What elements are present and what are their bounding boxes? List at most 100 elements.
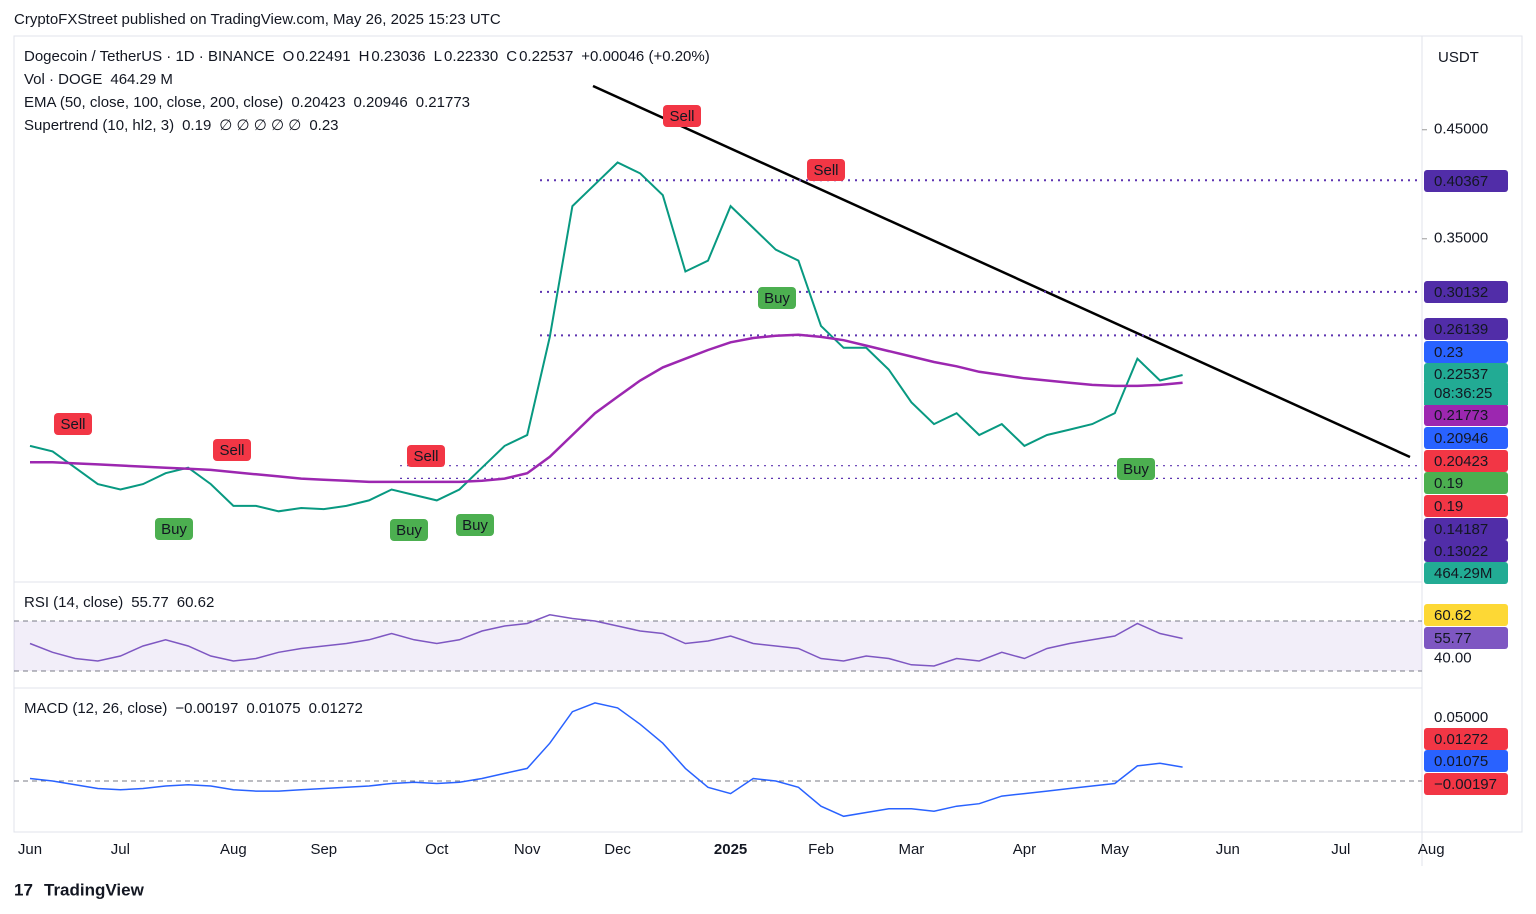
x-tick-label: Jun [18, 841, 42, 858]
countdown: 08:36:25 [1434, 385, 1492, 402]
axis-badge [1424, 404, 1508, 426]
axis-badge [1424, 627, 1508, 649]
legend-text: O [283, 48, 295, 65]
legend-text: L [434, 48, 442, 65]
legend-text: 0.19 [182, 117, 211, 134]
macd-legend: MACD (12, 26, close) [24, 700, 167, 717]
legend-text: Vol · DOGE [24, 71, 102, 88]
signal-badge [1117, 458, 1155, 480]
axis-badge-label: 0.01272 [1434, 731, 1488, 748]
price-line [30, 333, 1183, 484]
signal-label: Buy [462, 517, 488, 534]
x-tick-label: Sep [310, 841, 337, 858]
signal-badge [663, 105, 701, 127]
rsi-legend: 55.77 [131, 594, 169, 611]
rsi-legend: RSI (14, close) [24, 594, 123, 611]
axis-badge [1424, 750, 1508, 772]
macd-line [29, 702, 1183, 818]
legend-text: ∅ ∅ ∅ ∅ ∅ [219, 117, 301, 134]
legend-text: Dogecoin / TetherUS · 1D · BINANCE [24, 48, 275, 65]
axis-badge-label: 0.19 [1434, 498, 1463, 515]
axis-badge [1424, 170, 1508, 192]
currency: USDT [1438, 49, 1479, 66]
legend-text: H [359, 48, 370, 65]
signal-label: Buy [1123, 461, 1149, 478]
x-tick-label: Aug [220, 841, 247, 858]
legend-text: 0.22537 [519, 48, 573, 65]
signal-badge [807, 159, 845, 181]
signal-badge [155, 518, 193, 540]
x-tick-label: Jul [1331, 841, 1350, 858]
axis-badge-label: 0.23 [1434, 344, 1463, 361]
x-tick-label: Dec [604, 841, 631, 858]
axis-badge-label: −0.00197 [1434, 776, 1497, 793]
axis-badge-label: 60.62 [1434, 607, 1472, 624]
x-tick-label: Apr [1013, 841, 1036, 858]
x-tick-label: Nov [514, 841, 541, 858]
legend-text: 0.22330 [444, 48, 498, 65]
price-line [29, 161, 1183, 513]
signal-badge [758, 287, 796, 309]
y-tick-label: 0.35000 [1434, 230, 1488, 247]
signal-label: Sell [219, 442, 244, 459]
legend-text: 0.20423 [291, 94, 345, 111]
axis-badge [1424, 318, 1508, 340]
axis-badge-label: 0.40367 [1434, 173, 1488, 190]
y-tick-label: 0.05000 [1434, 709, 1488, 726]
x-tick-label: Mar [898, 841, 924, 858]
axis-badge [1424, 773, 1508, 795]
axis-badge-label: 0.13022 [1434, 543, 1488, 560]
chart-frame [13, 35, 1523, 833]
x-tick-label: Feb [808, 841, 834, 858]
legend-text: +0.00046 (+0.20%) [581, 48, 709, 65]
brand-logo: 17 [14, 880, 33, 899]
countdown-badge [1424, 383, 1508, 405]
axis-badge-label: 0.22537 [1434, 366, 1488, 383]
axis-badge [1424, 495, 1508, 517]
publisher: CryptoFXStreet published on TradingView.… [14, 11, 501, 28]
signal-label: Sell [813, 162, 838, 179]
axis-badge [1424, 604, 1508, 626]
macd-legend: −0.00197 [175, 700, 238, 717]
axis-badge [1424, 341, 1508, 363]
signal-badge [407, 445, 445, 467]
axis-badge [1424, 518, 1508, 540]
signal-label: Sell [669, 108, 694, 125]
legend-text: 464.29 M [110, 71, 173, 88]
legend-text: 0.23036 [371, 48, 425, 65]
legend-text: 0.22491 [296, 48, 350, 65]
x-tick-label: Aug [1418, 841, 1445, 858]
legend-text: 0.21773 [416, 94, 470, 111]
signal-label: Buy [764, 290, 790, 307]
rsi-band [14, 621, 1422, 671]
axis-badge [1424, 728, 1508, 750]
axis-badge [1424, 472, 1508, 494]
rsi-legend: 60.62 [177, 594, 215, 611]
x-tick-label: 2025 [714, 841, 747, 858]
axis-badge [1424, 281, 1508, 303]
rsi-line [29, 614, 1183, 667]
axis-badge-label: 0.30132 [1434, 284, 1488, 301]
axis-badge [1424, 450, 1508, 472]
axis-badge-label: 0.21773 [1434, 407, 1488, 424]
legend-text: 0.20946 [354, 94, 408, 111]
axis-badge [1424, 363, 1508, 385]
legend-text: C [506, 48, 517, 65]
signal-label: Buy [161, 521, 187, 538]
trendline [592, 84, 1411, 459]
legend-text: Supertrend (10, hl2, 3) [24, 117, 174, 134]
macd-legend: 0.01075 [246, 700, 300, 717]
brand: TradingView [44, 880, 145, 899]
macd-legend: 0.01272 [309, 700, 363, 717]
axis-badge [1424, 427, 1508, 449]
y-tick-label: 0.45000 [1434, 121, 1488, 138]
axis-badge [1424, 562, 1508, 584]
signal-label: Sell [413, 448, 438, 465]
axis-badge-label: 55.77 [1434, 630, 1472, 647]
x-tick-label: Jun [1216, 841, 1240, 858]
axis-badge-label: 0.19 [1434, 475, 1463, 492]
legend-text: 0.23 [309, 117, 338, 134]
signal-badge [213, 439, 251, 461]
